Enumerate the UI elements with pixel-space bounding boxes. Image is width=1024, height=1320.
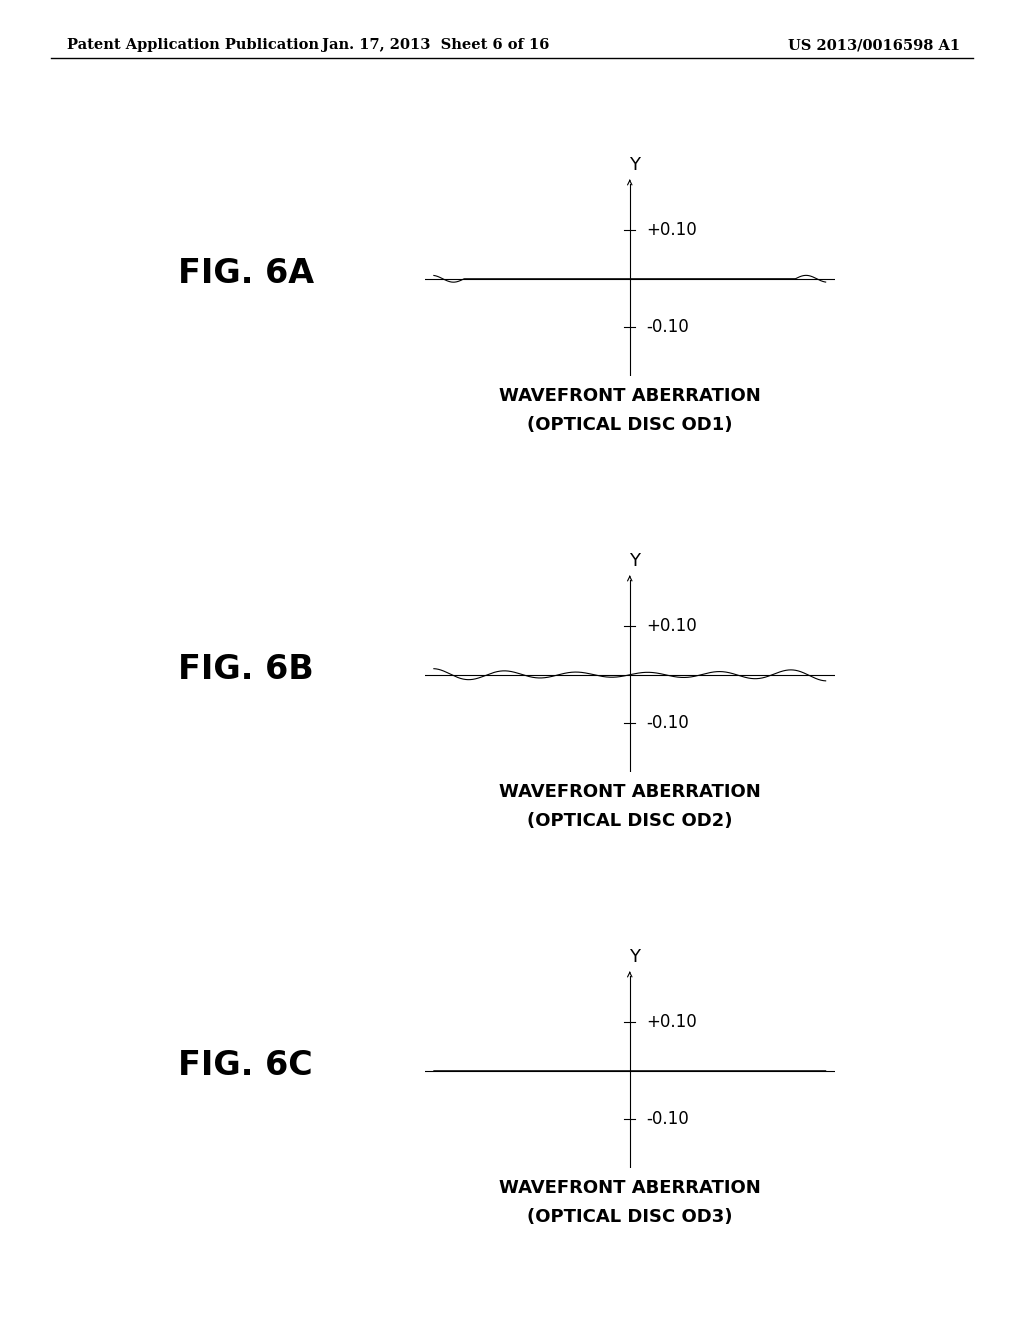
- Text: FIG. 6C: FIG. 6C: [178, 1049, 313, 1082]
- Text: WAVEFRONT ABERRATION: WAVEFRONT ABERRATION: [499, 387, 761, 405]
- Text: (OPTICAL DISC OD1): (OPTICAL DISC OD1): [527, 416, 732, 434]
- Text: FIG. 6A: FIG. 6A: [178, 257, 313, 290]
- Text: Jan. 17, 2013  Sheet 6 of 16: Jan. 17, 2013 Sheet 6 of 16: [322, 38, 549, 53]
- Text: Patent Application Publication: Patent Application Publication: [67, 38, 318, 53]
- Text: -0.10: -0.10: [646, 318, 688, 337]
- Text: +0.10: +0.10: [646, 1012, 696, 1031]
- Text: -0.10: -0.10: [646, 1110, 688, 1129]
- Text: US 2013/0016598 A1: US 2013/0016598 A1: [788, 38, 961, 53]
- Text: -0.10: -0.10: [646, 714, 688, 733]
- Text: +0.10: +0.10: [646, 220, 696, 239]
- Text: Y: Y: [629, 948, 640, 966]
- Text: +0.10: +0.10: [646, 616, 696, 635]
- Text: WAVEFRONT ABERRATION: WAVEFRONT ABERRATION: [499, 1179, 761, 1197]
- Text: WAVEFRONT ABERRATION: WAVEFRONT ABERRATION: [499, 783, 761, 801]
- Text: (OPTICAL DISC OD3): (OPTICAL DISC OD3): [527, 1208, 732, 1226]
- Text: Y: Y: [629, 156, 640, 174]
- Text: (OPTICAL DISC OD2): (OPTICAL DISC OD2): [527, 812, 732, 830]
- Text: FIG. 6B: FIG. 6B: [178, 653, 313, 686]
- Text: Y: Y: [629, 552, 640, 570]
